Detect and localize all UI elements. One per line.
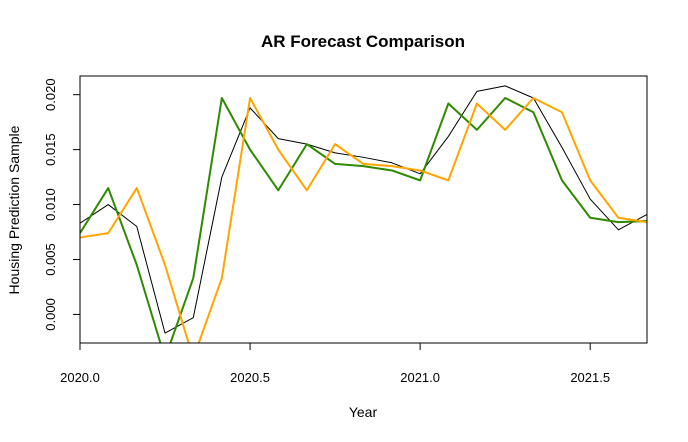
series-layer xyxy=(80,85,647,343)
x-axis-label: Year xyxy=(349,404,378,420)
plot-frame xyxy=(79,75,648,344)
y-axis-label: Housing Prediction Sample xyxy=(6,125,22,294)
chart-title: AR Forecast Comparison xyxy=(261,32,465,51)
x-tick-label: 2021.0 xyxy=(400,370,440,385)
x-tick-label: 2021.5 xyxy=(570,370,610,385)
series-line-2 xyxy=(80,96,647,343)
y-tick-label: 0.010 xyxy=(43,188,58,221)
series-line-1 xyxy=(80,85,647,334)
y-axis: 0.000 0.005 0.010 0.015 0.020 xyxy=(43,78,81,331)
x-axis: 2020.0 2020.5 2021.0 2021.5 xyxy=(60,342,610,385)
series-line-3 xyxy=(80,96,647,343)
y-tick-label: 0.015 xyxy=(43,133,58,166)
y-tick-label: 0.005 xyxy=(43,243,58,276)
y-tick-label: 0.000 xyxy=(43,298,58,331)
y-tick-label: 0.020 xyxy=(43,78,58,111)
x-tick-label: 2020.5 xyxy=(230,370,270,385)
x-tick-label: 2020.0 xyxy=(60,370,100,385)
